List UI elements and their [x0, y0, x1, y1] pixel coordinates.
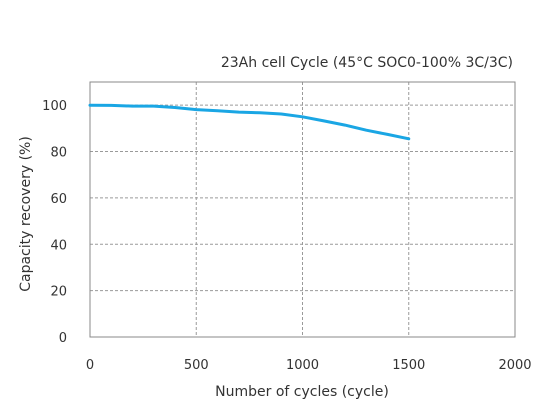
x-tick-label: 500: [184, 358, 209, 373]
y-axis-label: Capacity recovery (%): [18, 136, 34, 292]
y-tick-label: 60: [50, 192, 67, 207]
y-tick-label: 100: [42, 99, 67, 114]
series-layer: [88, 103, 411, 141]
x-tick-label: 1500: [392, 358, 425, 373]
plot-area-frame: [89, 81, 516, 338]
x-axis-ticks: 0 500 1000 1500 2000: [86, 358, 532, 373]
y-tick-label: 80: [50, 146, 67, 161]
capacity-series-line: [88, 103, 411, 141]
y-tick-label: 0: [59, 331, 67, 346]
x-tick-label: 1000: [286, 358, 319, 373]
grid-lines: [90, 82, 515, 337]
y-tick-label: 40: [50, 238, 67, 253]
x-tick-label: 2000: [498, 358, 531, 373]
chart-title: 23Ah cell Cycle (45°C SOC0-100% 3C/3C): [221, 55, 513, 71]
x-axis-label: Number of cycles (cycle): [215, 384, 389, 400]
x-tick-label: 0: [86, 358, 94, 373]
y-axis-ticks: 0 20 40 60 80 100: [42, 99, 67, 346]
y-tick-label: 20: [50, 285, 67, 300]
